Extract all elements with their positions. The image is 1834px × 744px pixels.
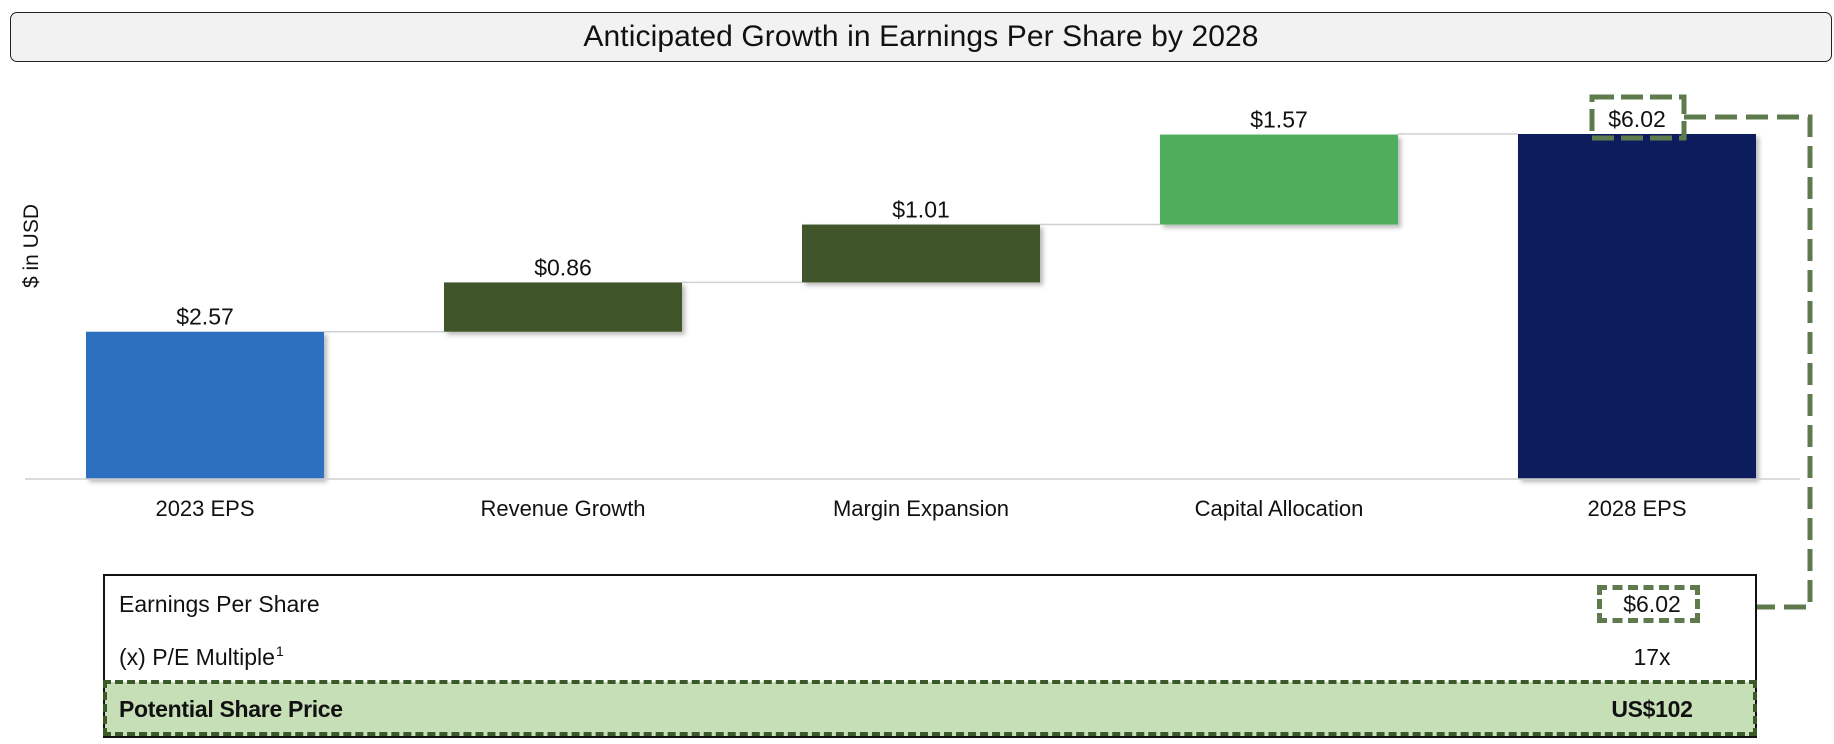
eps-value-highlight-box	[1597, 585, 1700, 623]
bar-capital-allocation	[1160, 134, 1398, 225]
y-axis-label: $ in USD	[20, 204, 43, 288]
eps-value: $6.02	[1623, 590, 1681, 617]
share-price-value: US$102	[1611, 695, 1693, 722]
bar-2023-eps	[86, 331, 324, 479]
eps-2028-highlight-box	[1589, 94, 1687, 141]
eps-label: Earnings Per Share	[119, 590, 320, 617]
data-label: $0.86	[534, 254, 592, 280]
table-row-eps: Earnings Per Share $6.02	[105, 576, 1755, 632]
x-tick-label: Capital Allocation	[1195, 496, 1364, 521]
highlight-connector-arrow	[1684, 114, 1813, 610]
share-price-label: Potential Share Price	[119, 695, 343, 722]
data-label: $1.01	[892, 197, 950, 223]
pe-label-wrap: (x) P/E Multiple1	[119, 643, 284, 671]
x-tick-label: Revenue Growth	[480, 496, 645, 521]
x-tick-label: Margin Expansion	[833, 496, 1009, 521]
bar-margin-expansion	[802, 224, 1040, 283]
x-tick-label: 2023 EPS	[155, 496, 254, 521]
pe-value: 17x	[1633, 643, 1671, 670]
table-row-share-price: Potential Share Price US$102	[105, 682, 1755, 736]
data-label: $6.02	[1608, 106, 1666, 132]
bar-2028-eps	[1518, 134, 1756, 479]
pe-footnote: 1	[275, 643, 284, 659]
data-label: $2.57	[176, 304, 234, 330]
data-label: $1.57	[1250, 107, 1308, 133]
share-price-highlight-box	[103, 680, 1757, 736]
pe-label: (x) P/E Multiple	[119, 644, 275, 670]
chart-title-box: Anticipated Growth in Earnings Per Share…	[10, 12, 1832, 62]
share-price-table: Earnings Per Share $6.02 (x) P/E Multipl…	[103, 574, 1757, 738]
chart-title: Anticipated Growth in Earnings Per Share…	[583, 20, 1259, 53]
x-tick-label: 2028 EPS	[1587, 496, 1686, 521]
bar-revenue-growth	[444, 282, 682, 332]
table-row-pe: (x) P/E Multiple1 17x	[105, 632, 1755, 682]
